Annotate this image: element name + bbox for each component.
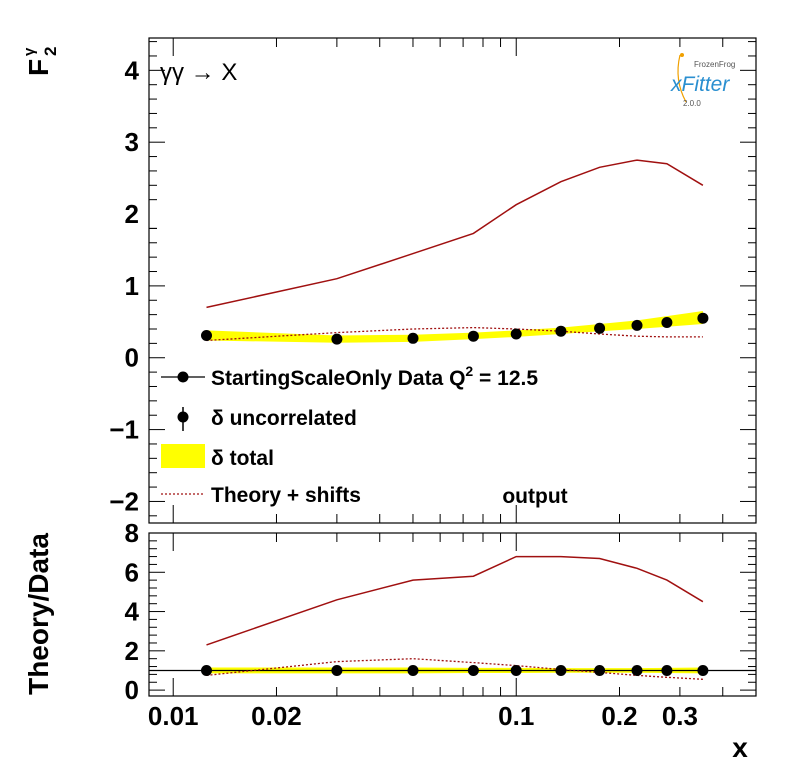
logo-swoosh [677,54,687,103]
main-data-point [510,328,522,340]
ratio-series-startingscaleonly-line [206,555,704,646]
main-series-theory-shifts-line [206,326,703,342]
main-y-tick-label: 2 [125,199,139,229]
output-annotation: output [502,485,567,508]
ratio-data-point [407,665,419,676]
ratio-y-tick-label: 2 [125,636,139,666]
ratio-data-point [201,665,212,676]
ratio-data-point [510,665,522,676]
legend-entry-total: δ total [211,447,274,470]
x-axis-title: x [732,732,748,763]
ratio-data-point [594,665,606,676]
main-y-tick-label: 0 [125,343,139,373]
y-title-f: F [23,59,54,76]
main-data-point [697,312,709,324]
main-data-point [631,319,643,331]
main-y-tick-label: 3 [125,127,139,157]
main-plot-area [206,159,704,343]
legend-total-swatch [161,444,205,468]
logo-brand: FrozenFrog [694,60,735,69]
main-data-point [407,332,419,344]
main-total-uncertainty-band [206,311,703,343]
ratio-y-tick-label: 0 [125,675,139,705]
process-label: γγ → X [160,59,237,86]
logo-version: 2.0.0 [683,99,701,108]
main-y-tick-label: −1 [109,415,139,445]
ratio-data-point [555,665,567,676]
ratio-data-point [631,665,643,676]
legend-entry-theory-shifts: Theory + shifts [211,484,361,507]
ratio-x-tick-label: 0.1 [498,701,534,731]
main-frame [148,37,757,524]
main-y-tick-label: 4 [125,55,140,85]
ratio-x-tick-label: 0.3 [662,701,698,731]
ratio-y-axis-title: Theory/Data [23,533,54,695]
ratio-data-point [467,665,479,676]
ratio-y-tick-label: 6 [125,557,139,587]
main-data-point [201,330,212,341]
main-y-tick-label: −2 [109,486,139,516]
main-data-point [555,325,567,337]
ratio-y-tick-label: 4 [125,597,140,627]
ratio-data-point [697,665,709,676]
ratio-x-tick-label: 0.01 [148,701,199,731]
main-y-tick-label: 1 [125,271,139,301]
legend-point-marker [177,371,189,383]
ratio-y-tick-label: 8 [125,518,139,548]
ratio-frame [148,532,757,697]
y-title-sub: 2 [41,47,60,56]
xfitter-logo: FrozenFrog xFitter 2.0.0 [670,53,735,108]
ratio-data-point [331,665,343,676]
y-title-sup: γ [21,47,38,56]
main-data-point [594,322,606,334]
ratio-x-tick-label: 0.02 [251,701,302,731]
main-data-point [467,330,479,342]
ratio-series-theory-shifts-line [206,658,703,680]
ratio-x-tick-label: 0.2 [601,701,637,731]
logo-name: xFitter [670,73,730,96]
main-data-point [661,317,673,328]
main-series-startingscaleonly-line [206,159,704,309]
logo-dot [680,53,684,57]
ratio-data-point [661,665,673,676]
main-data-point [331,333,343,345]
legend-entry-uncorrelated: δ uncorrelated [211,407,357,430]
ratio-plot-area [149,555,756,680]
main-y-axis-title: Fγ 2 [21,47,60,76]
legend-uncorrelated-marker [177,411,189,423]
legend-title: StartingScaleOnly Data Q2 = 12.5 [211,363,538,390]
